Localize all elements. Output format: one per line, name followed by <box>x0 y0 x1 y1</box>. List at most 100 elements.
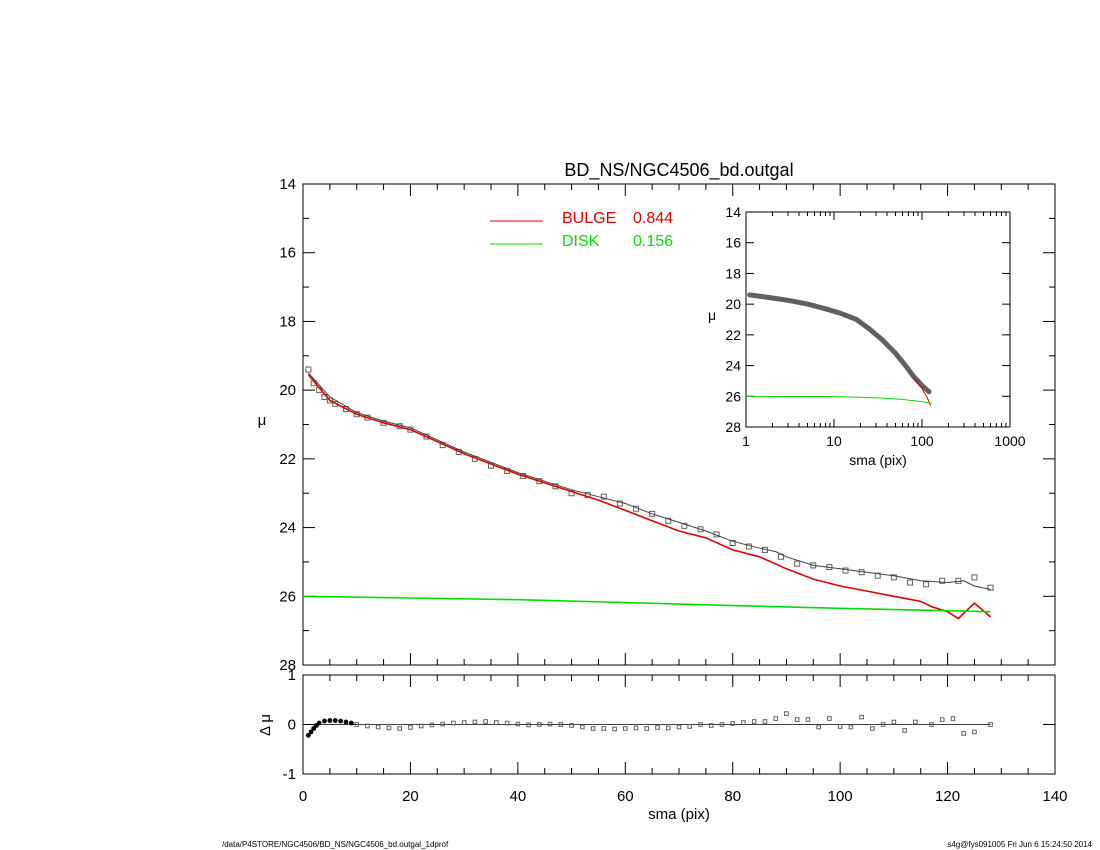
inset-marks <box>745 292 932 406</box>
residual-point <box>784 711 789 716</box>
residual-point <box>988 722 993 727</box>
residual-point <box>537 722 542 727</box>
residual-point <box>418 723 424 729</box>
residual-point <box>397 726 402 731</box>
main-y-tick-label: 16 <box>279 245 296 262</box>
residual-point <box>644 726 650 731</box>
inset-y-tick-label: 28 <box>725 419 741 435</box>
residual-point <box>698 722 703 727</box>
residual-y-tick-label: 1 <box>288 667 296 684</box>
residual-point <box>558 722 564 727</box>
inset-y-tick-label: 20 <box>725 296 741 312</box>
series-line-model <box>308 372 991 590</box>
inset-series-line-bulge <box>913 377 931 406</box>
residual-point <box>461 720 467 725</box>
main-y-tick-label: 18 <box>279 313 296 330</box>
residual-point <box>870 726 875 731</box>
residual-point <box>472 719 478 725</box>
data-point <box>600 493 607 500</box>
residual-point <box>580 724 585 730</box>
residual-point <box>483 719 488 724</box>
residual-point <box>929 722 934 727</box>
residual-point <box>655 725 660 730</box>
legend-value: 0.156 <box>633 233 673 250</box>
x-tick-label: 120 <box>935 788 960 805</box>
residual-point <box>665 725 671 731</box>
residual-point <box>547 721 553 727</box>
data-point <box>649 510 656 517</box>
residual-point <box>961 731 966 736</box>
series-line-disk <box>302 595 991 613</box>
inset-y-axis-label: μ <box>708 307 716 323</box>
data-point <box>729 540 736 547</box>
residual-point <box>451 720 456 726</box>
residual-point <box>891 719 897 725</box>
inset-y-tick-label: 14 <box>725 204 741 220</box>
residual-point <box>408 725 413 730</box>
main-y-tick-label: 24 <box>279 520 296 537</box>
residual-point <box>687 724 693 729</box>
residual-point <box>827 716 832 721</box>
residual-point <box>569 723 574 728</box>
series-line-bulge <box>307 374 992 620</box>
residual-point <box>859 714 864 720</box>
residual-y-axis-label: Δ μ <box>257 714 274 736</box>
residual-point <box>741 720 746 725</box>
main-axes: 14 16 18 20 22 24 26 28 <box>279 176 1056 674</box>
residual-point <box>494 720 499 725</box>
residual-point <box>676 724 682 730</box>
residual-point <box>601 726 607 731</box>
x-tick-label: 0 <box>299 788 307 805</box>
inset-y-tick-label: 24 <box>725 358 741 374</box>
residual-point <box>622 726 628 731</box>
residual-point <box>316 720 322 726</box>
x-tick-label: 80 <box>724 788 741 805</box>
residual-point <box>612 726 617 732</box>
inset-x-tick-label: 1 <box>742 433 750 449</box>
data-point <box>681 522 688 529</box>
inset-y-tick-label: 18 <box>725 265 741 281</box>
residual-point <box>805 717 811 722</box>
residual-point <box>308 729 314 735</box>
inset-panel: 14 16 18 20 22 24 26 281 10 100 1000 μ sma (pix) <box>708 204 1026 468</box>
residual-point <box>348 720 354 726</box>
residual-point <box>816 724 821 730</box>
residual-point <box>880 722 886 727</box>
residual-point <box>950 716 956 721</box>
residual-point <box>913 719 918 725</box>
residual-y-tick-label: 0 <box>288 717 296 734</box>
x-tick-label: 20 <box>402 788 419 805</box>
residual-point <box>305 732 311 738</box>
inset-x-tick-label: 100 <box>910 433 934 449</box>
inset-y-tick-label: 26 <box>725 388 741 404</box>
inset-plot-frame <box>745 211 1011 428</box>
x-axis-label: sma (pix) <box>648 806 710 823</box>
footer-file-path: /data/P4STORE/NGC4506/BD_NS/NGC4506_bd.o… <box>222 840 449 849</box>
data-point <box>616 500 623 507</box>
residual-point <box>375 724 381 730</box>
residual-point <box>633 725 639 731</box>
residual-point <box>902 728 907 733</box>
data-point <box>906 579 913 586</box>
x-tick-label: 40 <box>510 788 527 805</box>
legend-value: 0.844 <box>633 210 673 227</box>
residual-point <box>837 724 843 729</box>
residual-point <box>590 726 596 731</box>
data-point <box>971 574 978 581</box>
residual-point <box>343 719 349 725</box>
main-y-tick-label: 14 <box>279 176 296 193</box>
main-y-tick-label: 20 <box>279 382 296 399</box>
footer-timestamp: s4g@fys091005 Fri Jun 6 15:24:50 2014 <box>947 840 1092 849</box>
residual-point <box>354 722 360 727</box>
data-point <box>697 526 704 533</box>
residual-point <box>440 721 445 727</box>
inset-x-tick-label: 1000 <box>994 433 1025 449</box>
legend: BULGE 0.844 DISK 0.156 <box>490 210 673 250</box>
main-y-axis-label: μ <box>258 412 267 429</box>
residual-point <box>322 718 327 724</box>
main-y-tick-label: 26 <box>279 588 296 605</box>
residual-marks <box>305 711 993 738</box>
